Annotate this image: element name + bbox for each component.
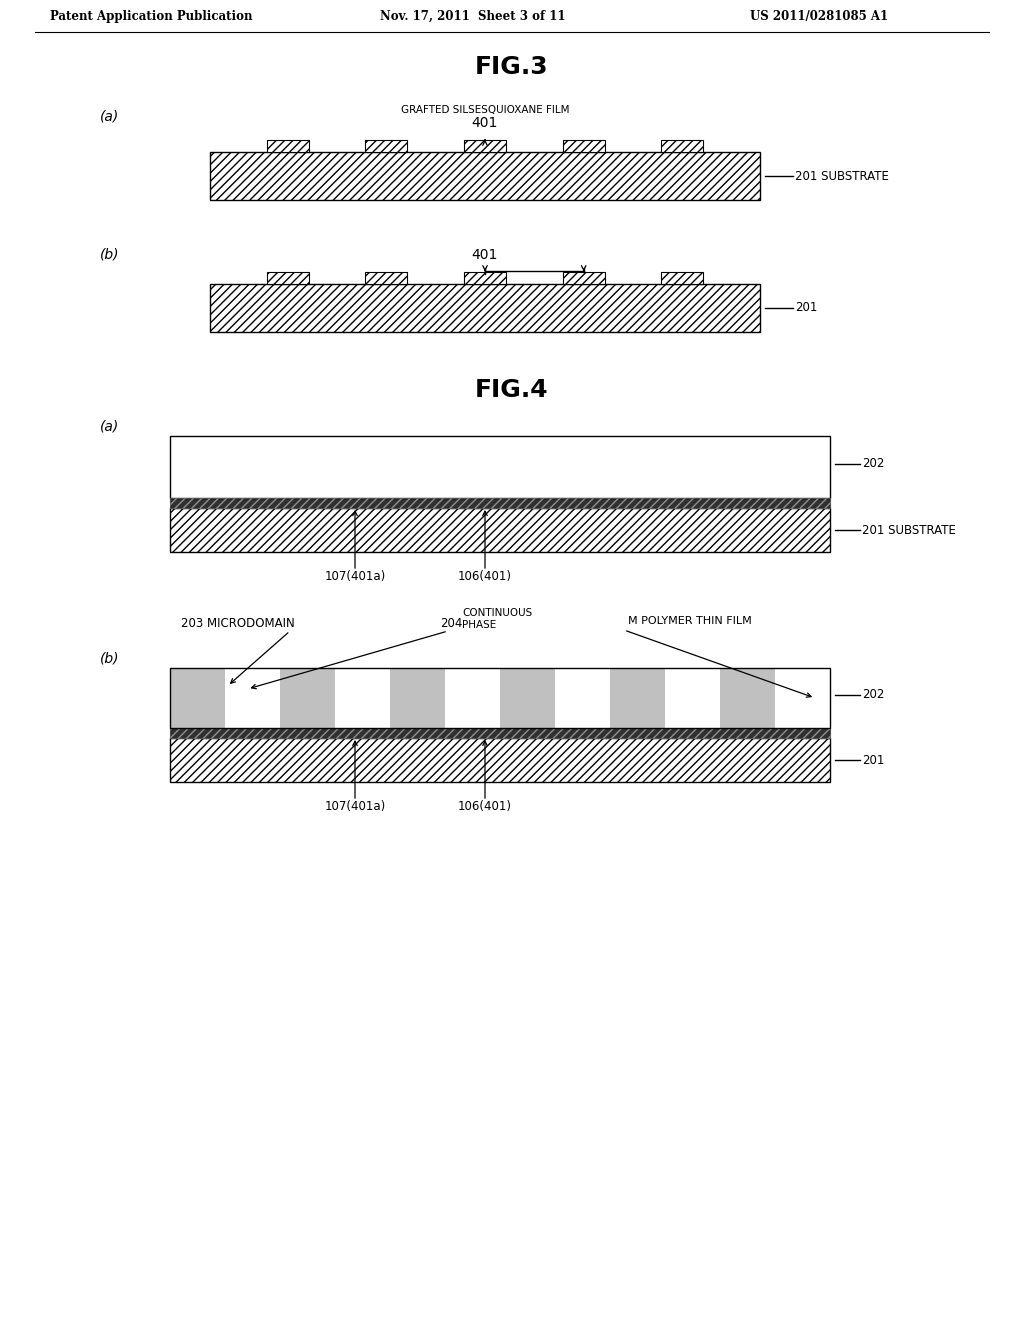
Bar bbox=[720, 668, 775, 729]
Bar bbox=[280, 668, 335, 729]
Bar bbox=[662, 272, 703, 284]
Bar bbox=[464, 272, 506, 284]
Bar bbox=[170, 498, 830, 508]
Text: FIG.3: FIG.3 bbox=[475, 55, 549, 79]
Text: 201: 201 bbox=[862, 754, 885, 767]
Bar bbox=[170, 729, 830, 738]
Bar bbox=[210, 152, 760, 201]
Bar bbox=[266, 140, 308, 152]
Text: 106(401): 106(401) bbox=[458, 570, 512, 583]
Bar bbox=[390, 668, 445, 729]
Text: US 2011/0281085 A1: US 2011/0281085 A1 bbox=[750, 11, 888, 22]
Bar bbox=[170, 668, 225, 729]
Bar bbox=[225, 668, 280, 729]
Bar bbox=[562, 272, 604, 284]
Bar bbox=[500, 668, 555, 729]
Text: 201: 201 bbox=[795, 301, 817, 314]
Bar bbox=[610, 668, 665, 729]
Bar bbox=[170, 738, 830, 781]
Bar bbox=[555, 668, 610, 729]
Bar bbox=[170, 668, 830, 729]
Bar bbox=[464, 140, 506, 152]
Text: 203 MICRODOMAIN: 203 MICRODOMAIN bbox=[181, 616, 295, 630]
Text: CONTINUOUS
PHASE: CONTINUOUS PHASE bbox=[462, 609, 532, 630]
Text: 401: 401 bbox=[472, 116, 499, 129]
Bar bbox=[335, 668, 390, 729]
Text: 401: 401 bbox=[472, 248, 499, 261]
Text: 202: 202 bbox=[862, 458, 885, 470]
Text: 107(401a): 107(401a) bbox=[325, 800, 386, 813]
Bar bbox=[170, 436, 830, 498]
Text: Patent Application Publication: Patent Application Publication bbox=[50, 11, 253, 22]
Bar bbox=[562, 140, 604, 152]
Text: GRAFTED SILSESQUIOXANE FILM: GRAFTED SILSESQUIOXANE FILM bbox=[400, 106, 569, 115]
Bar bbox=[775, 668, 830, 729]
Text: 107(401a): 107(401a) bbox=[325, 570, 386, 583]
Bar bbox=[366, 140, 408, 152]
Text: 106(401): 106(401) bbox=[458, 800, 512, 813]
Bar bbox=[170, 498, 830, 508]
Text: (a): (a) bbox=[100, 420, 119, 434]
Bar bbox=[266, 272, 308, 284]
Text: (a): (a) bbox=[100, 110, 119, 124]
Text: 204: 204 bbox=[440, 616, 463, 630]
Bar bbox=[662, 140, 703, 152]
Bar bbox=[366, 272, 408, 284]
Bar bbox=[210, 284, 760, 333]
Text: 201 SUBSTRATE: 201 SUBSTRATE bbox=[795, 169, 889, 182]
Bar bbox=[665, 668, 720, 729]
Bar bbox=[170, 508, 830, 552]
Text: (b): (b) bbox=[100, 652, 120, 667]
Bar bbox=[170, 729, 830, 738]
Text: 201 SUBSTRATE: 201 SUBSTRATE bbox=[862, 524, 955, 536]
Text: 202: 202 bbox=[862, 689, 885, 701]
Text: FIG.4: FIG.4 bbox=[475, 378, 549, 403]
Text: Nov. 17, 2011  Sheet 3 of 11: Nov. 17, 2011 Sheet 3 of 11 bbox=[380, 11, 565, 22]
Bar bbox=[445, 668, 500, 729]
Text: (b): (b) bbox=[100, 248, 120, 261]
Text: M POLYMER THIN FILM: M POLYMER THIN FILM bbox=[628, 616, 752, 626]
